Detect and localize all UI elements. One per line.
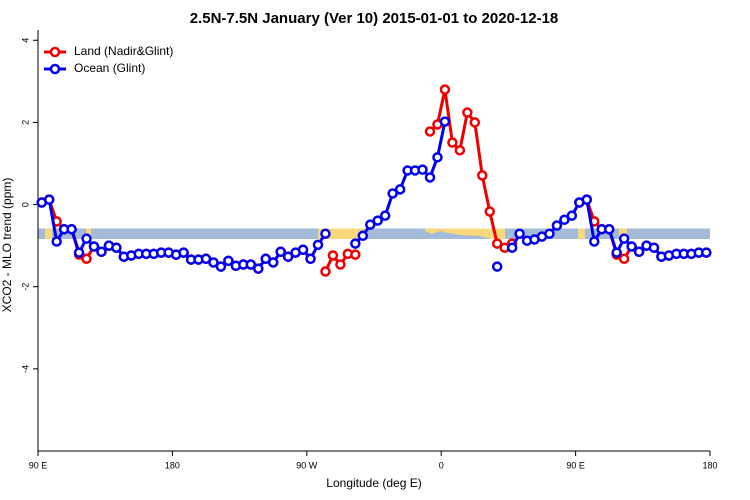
data-point xyxy=(454,145,466,156)
land-strip xyxy=(578,228,585,239)
data-point xyxy=(51,236,62,247)
legend-marker xyxy=(49,63,61,75)
data-point xyxy=(88,241,100,252)
y-tick-label: 0 xyxy=(20,202,30,207)
data-point xyxy=(282,251,294,262)
data-point xyxy=(462,107,473,118)
data-point xyxy=(43,194,55,205)
x-tick-label: 0 xyxy=(439,460,444,470)
data-point xyxy=(559,214,570,226)
data-point xyxy=(417,164,428,175)
data-point xyxy=(111,242,122,253)
data-point xyxy=(477,170,488,181)
x-tick-label: 90 E xyxy=(29,460,48,470)
data-point xyxy=(611,247,622,258)
data-point xyxy=(439,116,451,127)
data-point xyxy=(73,247,85,258)
data-point xyxy=(275,246,286,258)
x-tick-label: 90 W xyxy=(296,460,318,470)
x-tick-label: 180 xyxy=(702,460,717,470)
land-strip xyxy=(318,228,365,239)
ocean-strip xyxy=(38,228,710,239)
data-point xyxy=(439,84,451,95)
data-point xyxy=(551,220,563,231)
data-point xyxy=(372,215,383,226)
data-point xyxy=(581,194,593,205)
legend-label: Land (Nadir&Glint) xyxy=(74,44,173,58)
legend-label: Ocean (Glint) xyxy=(74,61,145,75)
land-strip xyxy=(86,228,91,239)
data-point xyxy=(66,223,77,235)
y-axis-label: XCO2 - MLO trend (ppm) xyxy=(0,178,14,313)
data-point xyxy=(589,236,600,247)
data-point xyxy=(267,257,279,268)
data-point xyxy=(223,255,234,267)
data-point xyxy=(305,253,316,265)
data-point xyxy=(365,219,376,230)
data-point xyxy=(387,188,398,199)
data-point xyxy=(484,206,495,217)
data-point xyxy=(96,246,107,258)
land-strip xyxy=(425,228,505,239)
data-point xyxy=(215,261,227,272)
data-point xyxy=(544,228,555,239)
legend-marker xyxy=(49,46,61,58)
data-point xyxy=(253,263,264,274)
x-tick-label: 180 xyxy=(165,460,180,470)
data-point xyxy=(633,246,645,258)
data-point xyxy=(320,266,331,277)
data-point xyxy=(327,250,339,261)
data-point xyxy=(618,253,630,265)
data-point xyxy=(312,239,324,251)
data-point xyxy=(81,253,92,265)
data-point xyxy=(424,172,436,183)
data-point xyxy=(424,126,436,137)
data-point xyxy=(208,257,219,268)
data-point xyxy=(566,210,578,221)
data-point xyxy=(350,249,361,260)
data-point xyxy=(245,259,257,270)
y-tick-label: 2 xyxy=(20,120,30,125)
land-strip xyxy=(45,228,52,239)
data-point xyxy=(506,242,518,253)
data-point xyxy=(379,210,391,221)
y-tick-label: -2 xyxy=(20,283,30,291)
data-point xyxy=(491,238,503,249)
data-point xyxy=(648,242,660,253)
data-point xyxy=(514,228,525,239)
data-point xyxy=(320,228,331,239)
x-axis-label: Longitude (deg E) xyxy=(326,476,421,490)
data-point xyxy=(394,184,406,195)
data-point xyxy=(491,261,503,272)
data-point xyxy=(178,247,189,258)
data-point xyxy=(432,152,443,163)
chart-title: 2.5N-7.5N January (Ver 10) 2015-01-01 to… xyxy=(190,10,559,27)
data-point xyxy=(297,244,309,255)
data-point xyxy=(603,223,615,235)
data-point xyxy=(701,247,712,258)
y-tick-label: 4 xyxy=(20,38,30,43)
data-point xyxy=(469,117,481,128)
data-point xyxy=(357,230,369,242)
series-line xyxy=(41,121,707,271)
y-tick-label: -4 xyxy=(20,365,30,373)
data-point xyxy=(618,233,630,244)
data-point xyxy=(447,137,458,148)
data-point xyxy=(81,233,92,244)
data-point xyxy=(350,238,361,249)
series-line xyxy=(41,88,707,273)
x-tick-label: 90 E xyxy=(566,460,585,470)
data-point xyxy=(335,259,346,270)
data-point xyxy=(626,241,637,252)
